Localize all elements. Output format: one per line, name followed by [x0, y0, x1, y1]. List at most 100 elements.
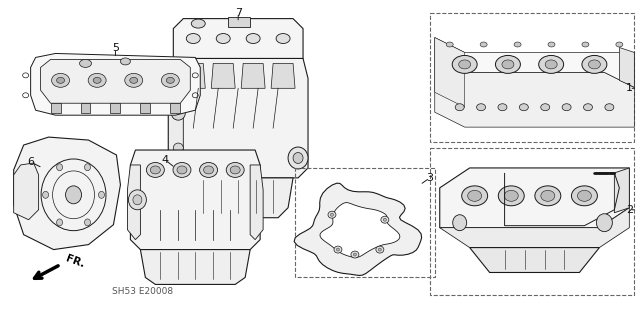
Ellipse shape	[204, 166, 214, 174]
Ellipse shape	[582, 42, 589, 47]
Ellipse shape	[455, 104, 464, 111]
Ellipse shape	[65, 186, 81, 204]
Polygon shape	[140, 250, 250, 285]
Ellipse shape	[539, 55, 564, 73]
Polygon shape	[13, 163, 38, 220]
Polygon shape	[320, 202, 400, 258]
Ellipse shape	[353, 253, 356, 256]
Ellipse shape	[351, 251, 359, 258]
Bar	[430, 13, 634, 142]
Ellipse shape	[541, 104, 550, 111]
Polygon shape	[168, 93, 183, 163]
Ellipse shape	[330, 213, 333, 216]
Polygon shape	[183, 178, 293, 218]
Polygon shape	[40, 59, 190, 103]
Ellipse shape	[216, 34, 230, 44]
Polygon shape	[435, 38, 465, 107]
Ellipse shape	[477, 104, 486, 111]
Ellipse shape	[495, 55, 520, 73]
Polygon shape	[181, 63, 205, 88]
Ellipse shape	[56, 77, 65, 83]
Ellipse shape	[177, 166, 187, 174]
Ellipse shape	[541, 190, 555, 201]
Ellipse shape	[125, 73, 143, 87]
Ellipse shape	[191, 19, 205, 28]
Text: 2: 2	[626, 205, 633, 215]
Text: 6: 6	[27, 157, 34, 167]
Ellipse shape	[226, 162, 244, 177]
Polygon shape	[173, 19, 303, 68]
Ellipse shape	[577, 190, 591, 201]
Ellipse shape	[288, 147, 308, 169]
Ellipse shape	[452, 215, 467, 231]
Polygon shape	[131, 150, 260, 250]
Bar	[140, 103, 150, 113]
Ellipse shape	[79, 59, 92, 67]
Ellipse shape	[504, 190, 518, 201]
Ellipse shape	[84, 164, 90, 171]
Ellipse shape	[572, 186, 597, 206]
Text: FR.: FR.	[65, 253, 86, 270]
Polygon shape	[440, 168, 629, 228]
Ellipse shape	[173, 143, 183, 153]
Ellipse shape	[545, 60, 557, 69]
Ellipse shape	[52, 73, 70, 87]
Ellipse shape	[337, 248, 339, 251]
Text: SH53 E20008: SH53 E20008	[113, 287, 173, 296]
Ellipse shape	[461, 186, 488, 206]
Ellipse shape	[514, 42, 521, 47]
Ellipse shape	[88, 73, 106, 87]
Ellipse shape	[200, 162, 218, 177]
Bar	[430, 148, 634, 295]
Ellipse shape	[588, 60, 600, 69]
Ellipse shape	[376, 246, 384, 253]
Ellipse shape	[334, 246, 342, 253]
Text: 5: 5	[112, 44, 119, 53]
Ellipse shape	[120, 58, 131, 65]
Polygon shape	[470, 248, 600, 272]
Ellipse shape	[519, 104, 529, 111]
Ellipse shape	[480, 42, 487, 47]
Text: 4: 4	[162, 155, 169, 165]
Polygon shape	[440, 208, 629, 248]
Ellipse shape	[499, 186, 524, 206]
Polygon shape	[435, 72, 634, 127]
Polygon shape	[271, 63, 295, 88]
Ellipse shape	[446, 42, 453, 47]
Ellipse shape	[562, 104, 571, 111]
Polygon shape	[250, 165, 263, 239]
Ellipse shape	[133, 195, 142, 205]
Ellipse shape	[582, 55, 607, 73]
Ellipse shape	[173, 162, 191, 177]
Ellipse shape	[150, 166, 161, 174]
Ellipse shape	[246, 34, 260, 44]
Polygon shape	[211, 63, 235, 88]
Ellipse shape	[378, 248, 381, 251]
Ellipse shape	[459, 60, 470, 69]
Bar	[295, 168, 435, 277]
Polygon shape	[31, 53, 200, 115]
Ellipse shape	[548, 42, 555, 47]
Ellipse shape	[99, 191, 104, 198]
Ellipse shape	[230, 166, 240, 174]
Ellipse shape	[84, 219, 90, 226]
Text: 1: 1	[626, 83, 633, 93]
Ellipse shape	[147, 162, 164, 177]
Ellipse shape	[186, 34, 200, 44]
Ellipse shape	[166, 77, 174, 83]
Ellipse shape	[56, 164, 63, 171]
Ellipse shape	[605, 104, 614, 111]
Ellipse shape	[43, 191, 49, 198]
Ellipse shape	[130, 77, 138, 83]
Polygon shape	[241, 63, 265, 88]
Ellipse shape	[383, 218, 387, 221]
Ellipse shape	[381, 216, 389, 223]
Polygon shape	[294, 183, 422, 276]
Ellipse shape	[452, 55, 477, 73]
Polygon shape	[168, 58, 308, 178]
Ellipse shape	[498, 104, 507, 111]
Ellipse shape	[596, 214, 612, 232]
Ellipse shape	[535, 186, 561, 206]
Bar	[228, 16, 250, 26]
Polygon shape	[13, 137, 120, 250]
